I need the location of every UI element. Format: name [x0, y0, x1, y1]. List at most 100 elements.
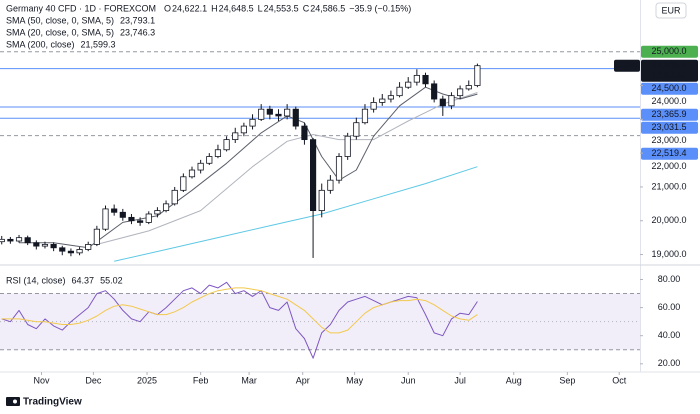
candle-body — [266, 108, 273, 115]
x-tick-label: Feb — [193, 375, 209, 385]
candle-body — [76, 249, 83, 254]
x-tick-label: Oct — [612, 375, 627, 385]
candle-body — [59, 247, 66, 252]
indicator-value: 64.37 — [72, 275, 95, 285]
brand-name[interactable]: TradingView — [23, 397, 82, 408]
candle-body — [465, 85, 472, 90]
candle-body — [258, 108, 265, 120]
chart-title: Germany 40 CFD · 1D · FOREXCOM — [6, 3, 156, 13]
candle-body — [284, 108, 291, 117]
candle-body — [353, 122, 360, 137]
brand-logo[interactable]: TradingView — [6, 397, 82, 408]
ohlc-key: L — [258, 3, 263, 13]
legend-name: SMA (20, close, 0, SMA, 5) — [6, 27, 114, 37]
y-tick-label: 20,000.0 — [651, 215, 686, 225]
candle-body — [128, 216, 135, 222]
level-label: 24,500.0 — [651, 83, 686, 93]
candle-body — [240, 125, 247, 134]
currency[interactable]: EUR — [661, 5, 681, 15]
price-label: 22,519.4 — [641, 147, 698, 160]
candle-body — [154, 210, 161, 215]
x-tick-label: Jul — [454, 375, 466, 385]
x-tick-label: Jun — [401, 375, 416, 385]
candle-body — [327, 179, 334, 191]
candle-body — [188, 169, 196, 178]
price-label-box — [641, 45, 698, 58]
level-label: 22,519.4 — [651, 148, 686, 158]
last-price-box — [641, 59, 698, 82]
candle-body — [102, 208, 109, 230]
candle-body — [344, 135, 351, 157]
candle-body — [301, 125, 308, 141]
candle-body — [361, 108, 369, 124]
candle-body — [413, 74, 420, 83]
x-tick-label: Mar — [241, 375, 257, 385]
y-tick-label: 40.00 — [658, 330, 681, 340]
candle-body — [318, 189, 325, 212]
countdown: 12:52:42 — [651, 70, 686, 80]
legend-value: 23,793.1 — [120, 15, 155, 25]
price-label: 19,000.0 — [651, 249, 686, 259]
candle-body — [119, 211, 126, 218]
price-label: 23,365.9 — [641, 108, 698, 121]
candle-body — [145, 213, 152, 223]
indicator-title: RSI (14, close) — [6, 275, 66, 285]
price-label-box — [641, 108, 698, 121]
candle-body — [0, 238, 5, 243]
candle-body — [439, 98, 446, 107]
symbol-tag-text: GER40 — [614, 61, 641, 70]
level-label: 25,000.0 — [651, 46, 686, 56]
logo-dot[interactable] — [13, 399, 17, 404]
x-tick-label: 2025 — [137, 375, 157, 385]
currency-box[interactable] — [655, 2, 687, 19]
candle-body — [370, 102, 377, 110]
candle-body — [431, 83, 438, 100]
y-tick-label: 23,000.0 — [651, 135, 686, 145]
candle-body — [137, 220, 144, 223]
candle-body — [24, 237, 31, 244]
candle-body — [206, 156, 213, 164]
candle-body — [387, 95, 394, 100]
candle-body — [309, 139, 317, 212]
price-label-box — [641, 82, 698, 95]
y-tick-label: 22,000.0 — [651, 161, 686, 171]
candle-body — [85, 244, 92, 250]
candle-body — [474, 65, 481, 86]
price-label: 23,031.5 — [641, 121, 698, 134]
y-tick-label: 24,000.0 — [651, 96, 686, 106]
candle-body — [67, 250, 75, 254]
y-tick-label: 80.00 — [658, 274, 681, 284]
price-change: −35.9 (−0.15%) — [349, 3, 411, 13]
level-label: 23,031.5 — [651, 122, 686, 132]
y-tick-label: 20.00 — [658, 358, 681, 368]
y-tick-label: 21,000.0 — [651, 181, 686, 191]
symbol-tag: GER40 — [614, 59, 641, 72]
symbol-tag-box — [614, 59, 640, 72]
last-price-label: 24,586.5 — [651, 60, 686, 70]
x-tick-label: Sep — [559, 375, 575, 385]
x-tick-label: Aug — [506, 375, 522, 385]
candle-body — [41, 244, 49, 247]
level-label: 23,365.9 — [651, 109, 686, 119]
candle-body — [15, 237, 23, 242]
candle-body — [422, 74, 429, 85]
y-tick-label: 60.00 — [658, 302, 681, 312]
ohlc-key: O — [164, 3, 171, 13]
candle-body — [214, 149, 222, 157]
legend-value: 23,746.3 — [120, 27, 155, 37]
candle-body — [180, 176, 187, 191]
candle-body — [379, 98, 386, 103]
indicator-value: 55.02 — [100, 275, 123, 285]
ohlc-value: 24,586.5 — [310, 3, 345, 13]
candle-body — [111, 208, 118, 213]
indicator-line — [1, 281, 478, 359]
ohlc-value: 24,622.1 — [172, 3, 207, 13]
candle-body — [171, 189, 178, 205]
ohlc-value: 24,553.5 — [264, 3, 299, 13]
candle-body — [457, 88, 464, 97]
legend-value: 21,599.3 — [81, 39, 116, 49]
candle-body — [335, 156, 343, 181]
ohlc-key: H — [211, 3, 218, 13]
